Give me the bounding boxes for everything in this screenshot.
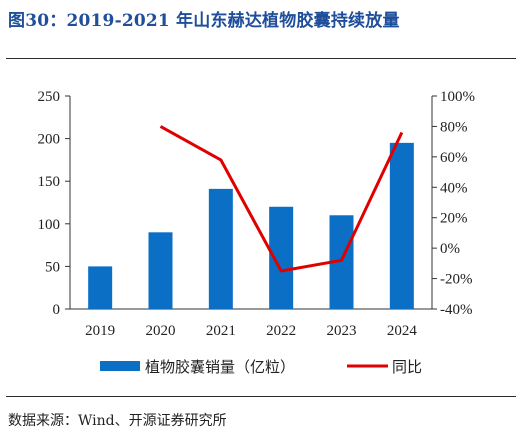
- x-tick-label: 2022: [266, 323, 296, 339]
- legend-label-bar: 植物胶囊销量（亿粒）: [145, 359, 295, 376]
- y-right-tick-label: -40%: [440, 302, 473, 318]
- chart-axes: 0 50 100 150 200 250 -40% -20% 0% 20% 40% 60% 80% 100…: [38, 89, 476, 339]
- bottom-rule: [6, 396, 516, 397]
- legend-label-line: 同比: [392, 359, 422, 376]
- bar: [88, 266, 113, 309]
- y-right-tick-label: 60%: [440, 150, 468, 166]
- x-tick-label: 2019: [85, 323, 115, 339]
- chart-legend: 植物胶囊销量（亿粒） 同比: [100, 359, 422, 376]
- line-series: [159, 125, 404, 273]
- y-right-tick-label: 80%: [440, 119, 468, 135]
- legend-swatch-bar: [100, 361, 140, 371]
- bar: [208, 188, 233, 309]
- bar: [389, 142, 414, 309]
- source-note: 数据来源：Wind、开源证券研究所: [8, 413, 227, 429]
- y-left-tick-label: 0: [53, 302, 61, 318]
- y-left-tick-label: 200: [38, 132, 61, 148]
- combo-chart: 0 50 100 150 200 250 -40% -20% 0% 20% 40% 60% 80% 100…: [38, 89, 476, 376]
- y-right-tick-label: 100%: [440, 89, 475, 105]
- x-tick-label: 2021: [206, 323, 236, 339]
- bar-series: [88, 142, 414, 309]
- y-left-tick-label: 150: [38, 174, 61, 190]
- x-tick-label: 2024: [387, 323, 418, 339]
- x-tick-label: 2023: [327, 323, 357, 339]
- y-left-tick-label: 250: [38, 89, 61, 105]
- bar: [148, 232, 173, 309]
- figure-title: 图30：2019-2021 年山东赫达植物胶囊持续放量: [8, 11, 400, 31]
- top-rule: [6, 58, 516, 59]
- y-right-tick-label: 20%: [440, 211, 468, 227]
- x-tick-label: 2020: [146, 323, 176, 339]
- y-left-tick-label: 100: [38, 217, 61, 233]
- y-right-tick-label: 0%: [440, 241, 460, 257]
- y-right-tick-label: -20%: [440, 272, 473, 288]
- y-right-tick-label: 40%: [440, 180, 468, 196]
- y-left-tick-label: 50: [45, 259, 60, 275]
